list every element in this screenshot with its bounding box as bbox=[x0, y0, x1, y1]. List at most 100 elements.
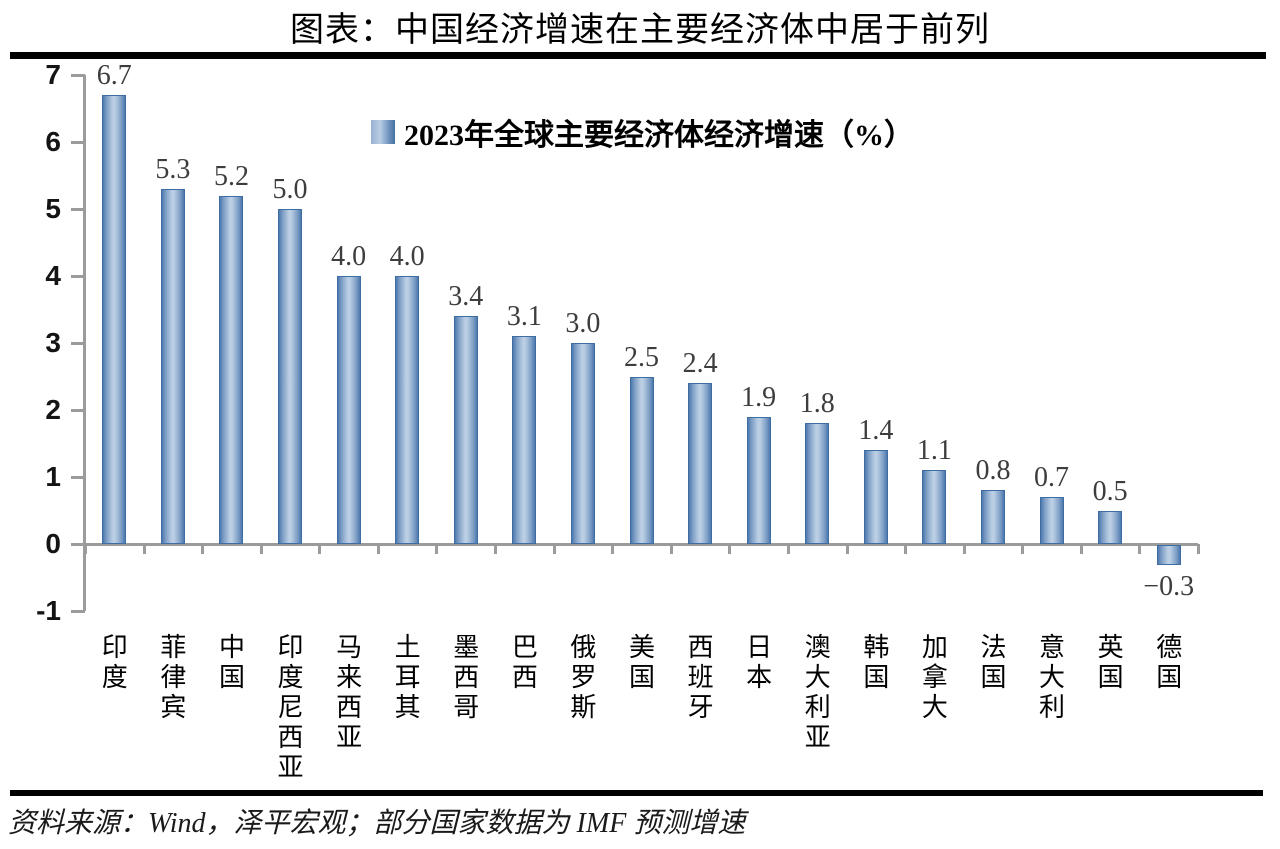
title-divider-rule bbox=[10, 52, 1266, 59]
bar-value-label: 2.4 bbox=[682, 348, 718, 380]
bar-value-label: 1.9 bbox=[741, 381, 777, 413]
x-axis-tick bbox=[786, 544, 790, 554]
y-axis-tick-label: 5 bbox=[45, 193, 61, 224]
chart-title: 图表：中国经济增速在主要经济体中居于前列 bbox=[290, 12, 990, 49]
bar bbox=[629, 376, 654, 544]
x-axis-tick bbox=[728, 544, 732, 554]
chart-legend: 2023年全球主要经济体经济增速（%） bbox=[371, 110, 914, 154]
bar bbox=[102, 95, 127, 544]
x-axis-tick bbox=[904, 544, 908, 554]
bar bbox=[219, 195, 244, 544]
y-axis-tick bbox=[71, 208, 85, 211]
source-note: 资料来源：Wind，泽平宏观；部分国家数据为 IMF 预测增速 bbox=[8, 808, 746, 839]
category-label: 美国 bbox=[625, 633, 655, 693]
x-axis-tick bbox=[1021, 544, 1025, 554]
y-axis-tick bbox=[71, 476, 85, 479]
category-label: 菲律宾 bbox=[156, 633, 186, 723]
y-axis-tick bbox=[71, 409, 85, 412]
x-axis-tick bbox=[494, 544, 498, 554]
category-label: 印度 bbox=[98, 633, 128, 693]
y-axis-tick-label: 1 bbox=[45, 461, 61, 492]
bar bbox=[922, 470, 947, 544]
bar-value-label: 5.3 bbox=[155, 153, 191, 185]
category-label: 俄罗斯 bbox=[566, 633, 596, 723]
bar bbox=[570, 343, 595, 544]
bar-value-label: 3.1 bbox=[506, 301, 542, 333]
x-axis-tick bbox=[376, 544, 380, 554]
plot-area: 2023年全球主要经济体经济增速（%） 7 6 5 4 3 2 1 0 -1 6.7 印度 5.3 菲律… bbox=[0, 60, 1280, 790]
category-label: 澳大利亚 bbox=[801, 633, 831, 753]
y-axis-tick-label: 3 bbox=[45, 327, 61, 358]
x-axis-tick bbox=[962, 544, 966, 554]
bar bbox=[805, 423, 830, 544]
y-axis-tick-label: -1 bbox=[36, 595, 61, 626]
bar bbox=[395, 276, 420, 544]
category-label: 英国 bbox=[1094, 633, 1124, 693]
category-label: 加拿大 bbox=[918, 633, 948, 723]
y-axis-tick-label: 6 bbox=[45, 126, 61, 157]
bar bbox=[278, 209, 303, 544]
legend-marker-icon bbox=[371, 120, 395, 144]
y-axis-tick bbox=[71, 342, 85, 345]
bar bbox=[980, 490, 1005, 544]
x-axis-tick bbox=[435, 544, 439, 554]
y-axis-tick bbox=[71, 275, 85, 278]
y-axis-tick bbox=[71, 543, 85, 546]
bar-value-label: 2.5 bbox=[624, 341, 659, 373]
bar-value-label: 6.7 bbox=[96, 60, 132, 92]
category-label: 意大利 bbox=[1035, 633, 1065, 723]
x-axis-tick bbox=[1197, 544, 1200, 554]
category-label: 中国 bbox=[215, 633, 245, 693]
category-label: 巴西 bbox=[508, 633, 538, 693]
bar-value-label: 1.1 bbox=[916, 435, 952, 467]
bar-value-label: 5.2 bbox=[213, 160, 249, 192]
category-label: 墨西哥 bbox=[449, 633, 479, 723]
bar bbox=[453, 316, 478, 544]
bar-value-label: −0.3 bbox=[1143, 571, 1195, 603]
y-axis-tick bbox=[71, 610, 85, 613]
footer-divider-rule bbox=[10, 790, 1263, 796]
bar-value-label: 4.0 bbox=[331, 241, 367, 272]
bar bbox=[1098, 510, 1123, 544]
x-axis-tick bbox=[669, 544, 673, 554]
y-axis-tick bbox=[71, 141, 85, 144]
y-axis-tick-label: 4 bbox=[45, 260, 61, 291]
category-label: 德国 bbox=[1152, 633, 1182, 693]
category-label: 韩国 bbox=[859, 633, 889, 693]
x-axis-line bbox=[83, 543, 1198, 546]
bar-value-label: 0.8 bbox=[975, 455, 1011, 487]
category-label: 法国 bbox=[976, 633, 1006, 693]
bar bbox=[336, 276, 361, 544]
bar bbox=[688, 383, 713, 544]
category-label: 日本 bbox=[742, 633, 772, 693]
bar bbox=[1156, 545, 1181, 566]
bar-value-label: 3.4 bbox=[448, 281, 484, 313]
bar-value-label: 3.0 bbox=[565, 308, 601, 339]
x-axis-tick bbox=[318, 544, 322, 554]
bar bbox=[160, 188, 185, 544]
x-axis-tick bbox=[201, 544, 205, 554]
bar bbox=[746, 416, 771, 544]
y-axis-tick-label: 0 bbox=[45, 528, 61, 559]
bar-value-label: 4.0 bbox=[389, 241, 425, 272]
bar-value-label: 5.0 bbox=[272, 174, 308, 205]
bar-value-label: 1.4 bbox=[858, 415, 894, 447]
x-axis-tick bbox=[845, 544, 849, 554]
y-axis-tick-label: 2 bbox=[45, 394, 61, 425]
bar-value-label: 0.7 bbox=[1034, 462, 1070, 494]
x-axis-tick bbox=[611, 544, 615, 554]
bar bbox=[512, 336, 537, 544]
x-axis-tick bbox=[84, 544, 87, 554]
category-label: 土耳其 bbox=[391, 633, 421, 723]
bar bbox=[863, 450, 888, 544]
category-label: 印度尼西亚 bbox=[274, 633, 304, 783]
category-label: 马来西亚 bbox=[332, 633, 362, 753]
x-axis-tick bbox=[552, 544, 556, 554]
x-axis-tick bbox=[259, 544, 263, 554]
legend-label: 2023年全球主要经济体经济增速（%） bbox=[404, 119, 914, 152]
y-axis-tick bbox=[71, 74, 85, 77]
bar-value-label: 1.8 bbox=[799, 388, 835, 420]
bar bbox=[1039, 497, 1064, 544]
x-axis-tick bbox=[1138, 544, 1142, 554]
